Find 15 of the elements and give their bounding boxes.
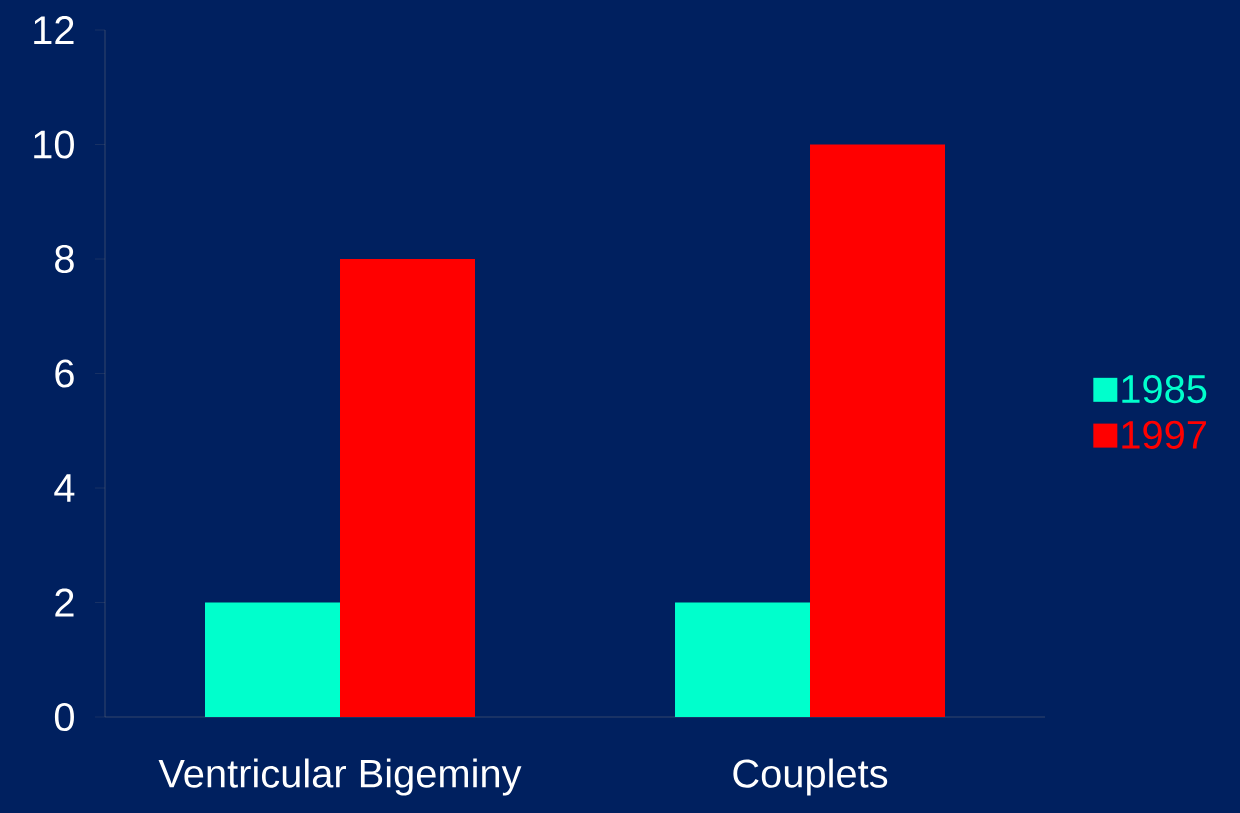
y-tick-label: 6 bbox=[55, 359, 74, 388]
x-tick-label: Ventricular Bigeminy bbox=[158, 758, 522, 796]
x-tick-label: Couplets bbox=[733, 758, 888, 796]
y-tick-label: 12 bbox=[34, 16, 74, 44]
legend-label: 1985 bbox=[1122, 374, 1207, 404]
y-tick-label: 8 bbox=[55, 244, 74, 274]
legend-label: 1997 bbox=[1122, 420, 1206, 449]
y-tick-label: 10 bbox=[34, 130, 74, 159]
bar bbox=[675, 602, 811, 717]
y-tick-label: 0 bbox=[54, 702, 74, 732]
bar bbox=[340, 259, 475, 717]
y-tick-label: 2 bbox=[55, 588, 74, 617]
y-tick-label: 4 bbox=[54, 474, 75, 502]
bar bbox=[205, 602, 340, 717]
bar bbox=[810, 144, 946, 717]
